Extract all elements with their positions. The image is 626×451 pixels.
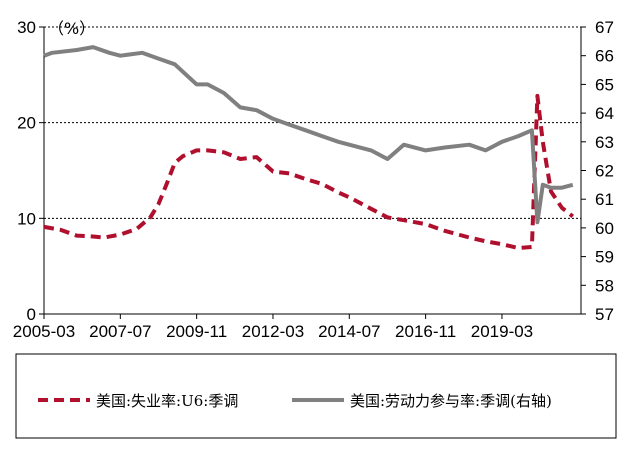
x-tick-label: 2012-03 [242, 322, 304, 341]
x-tick-label: 2016-11 [395, 322, 456, 341]
right-tick-label: 62 [595, 162, 614, 181]
x-tick-label: 2014-07 [318, 322, 380, 341]
x-tick-label: 2005-03 [13, 322, 75, 341]
left-axis-ticks: 0 10 20 30 [17, 18, 44, 324]
right-tick-label: 67 [595, 18, 614, 37]
watermark: 朱启兵宏观研究 [472, 411, 597, 433]
right-tick-label: 64 [595, 104, 614, 123]
x-tick-label: 2009-11 [166, 322, 227, 341]
x-axis-ticks: 2005-03 2007-07 2009-11 2012-03 2014-07 2016-… [13, 314, 533, 341]
series-layer [43, 45, 575, 250]
gridlines [44, 26, 581, 219]
left-tick-label: 10 [17, 209, 36, 228]
left-tick-label: 30 [17, 18, 36, 37]
wechat-icon [472, 411, 494, 433]
axes [43, 27, 582, 315]
series-line-0 [43, 93, 575, 250]
right-tick-label: 65 [595, 75, 614, 94]
x-tick-label: 2019-03 [471, 322, 533, 341]
legend-box [15, 353, 617, 439]
right-tick-label: 63 [595, 133, 614, 152]
wechat-icon-eye-right [484, 418, 488, 422]
right-tick-label: 59 [595, 248, 614, 267]
legend-label-participation: 美国:劳动力参与率:季调(右轴) [350, 392, 552, 410]
right-tick-label: 66 [595, 47, 614, 66]
watermark-text: 朱启兵宏观研究 [499, 415, 597, 431]
series-line-1 [43, 45, 574, 225]
right-tick-label: 58 [595, 276, 614, 295]
left-axis-unit: （%） [48, 19, 95, 38]
right-axis-ticks: 57 58 59 60 61 62 63 64 65 66 67 [581, 18, 614, 324]
right-tick-label: 61 [595, 190, 614, 209]
left-tick-label: 0 [27, 305, 36, 324]
left-tick-label: 20 [17, 114, 36, 133]
x-tick-label: 2007-07 [89, 322, 151, 341]
legend-label-u6: 美国:失业率:U6:季调 [96, 392, 238, 410]
right-tick-label: 57 [595, 305, 614, 324]
wechat-icon-eye-left [477, 418, 481, 422]
right-tick-label: 60 [595, 219, 614, 238]
